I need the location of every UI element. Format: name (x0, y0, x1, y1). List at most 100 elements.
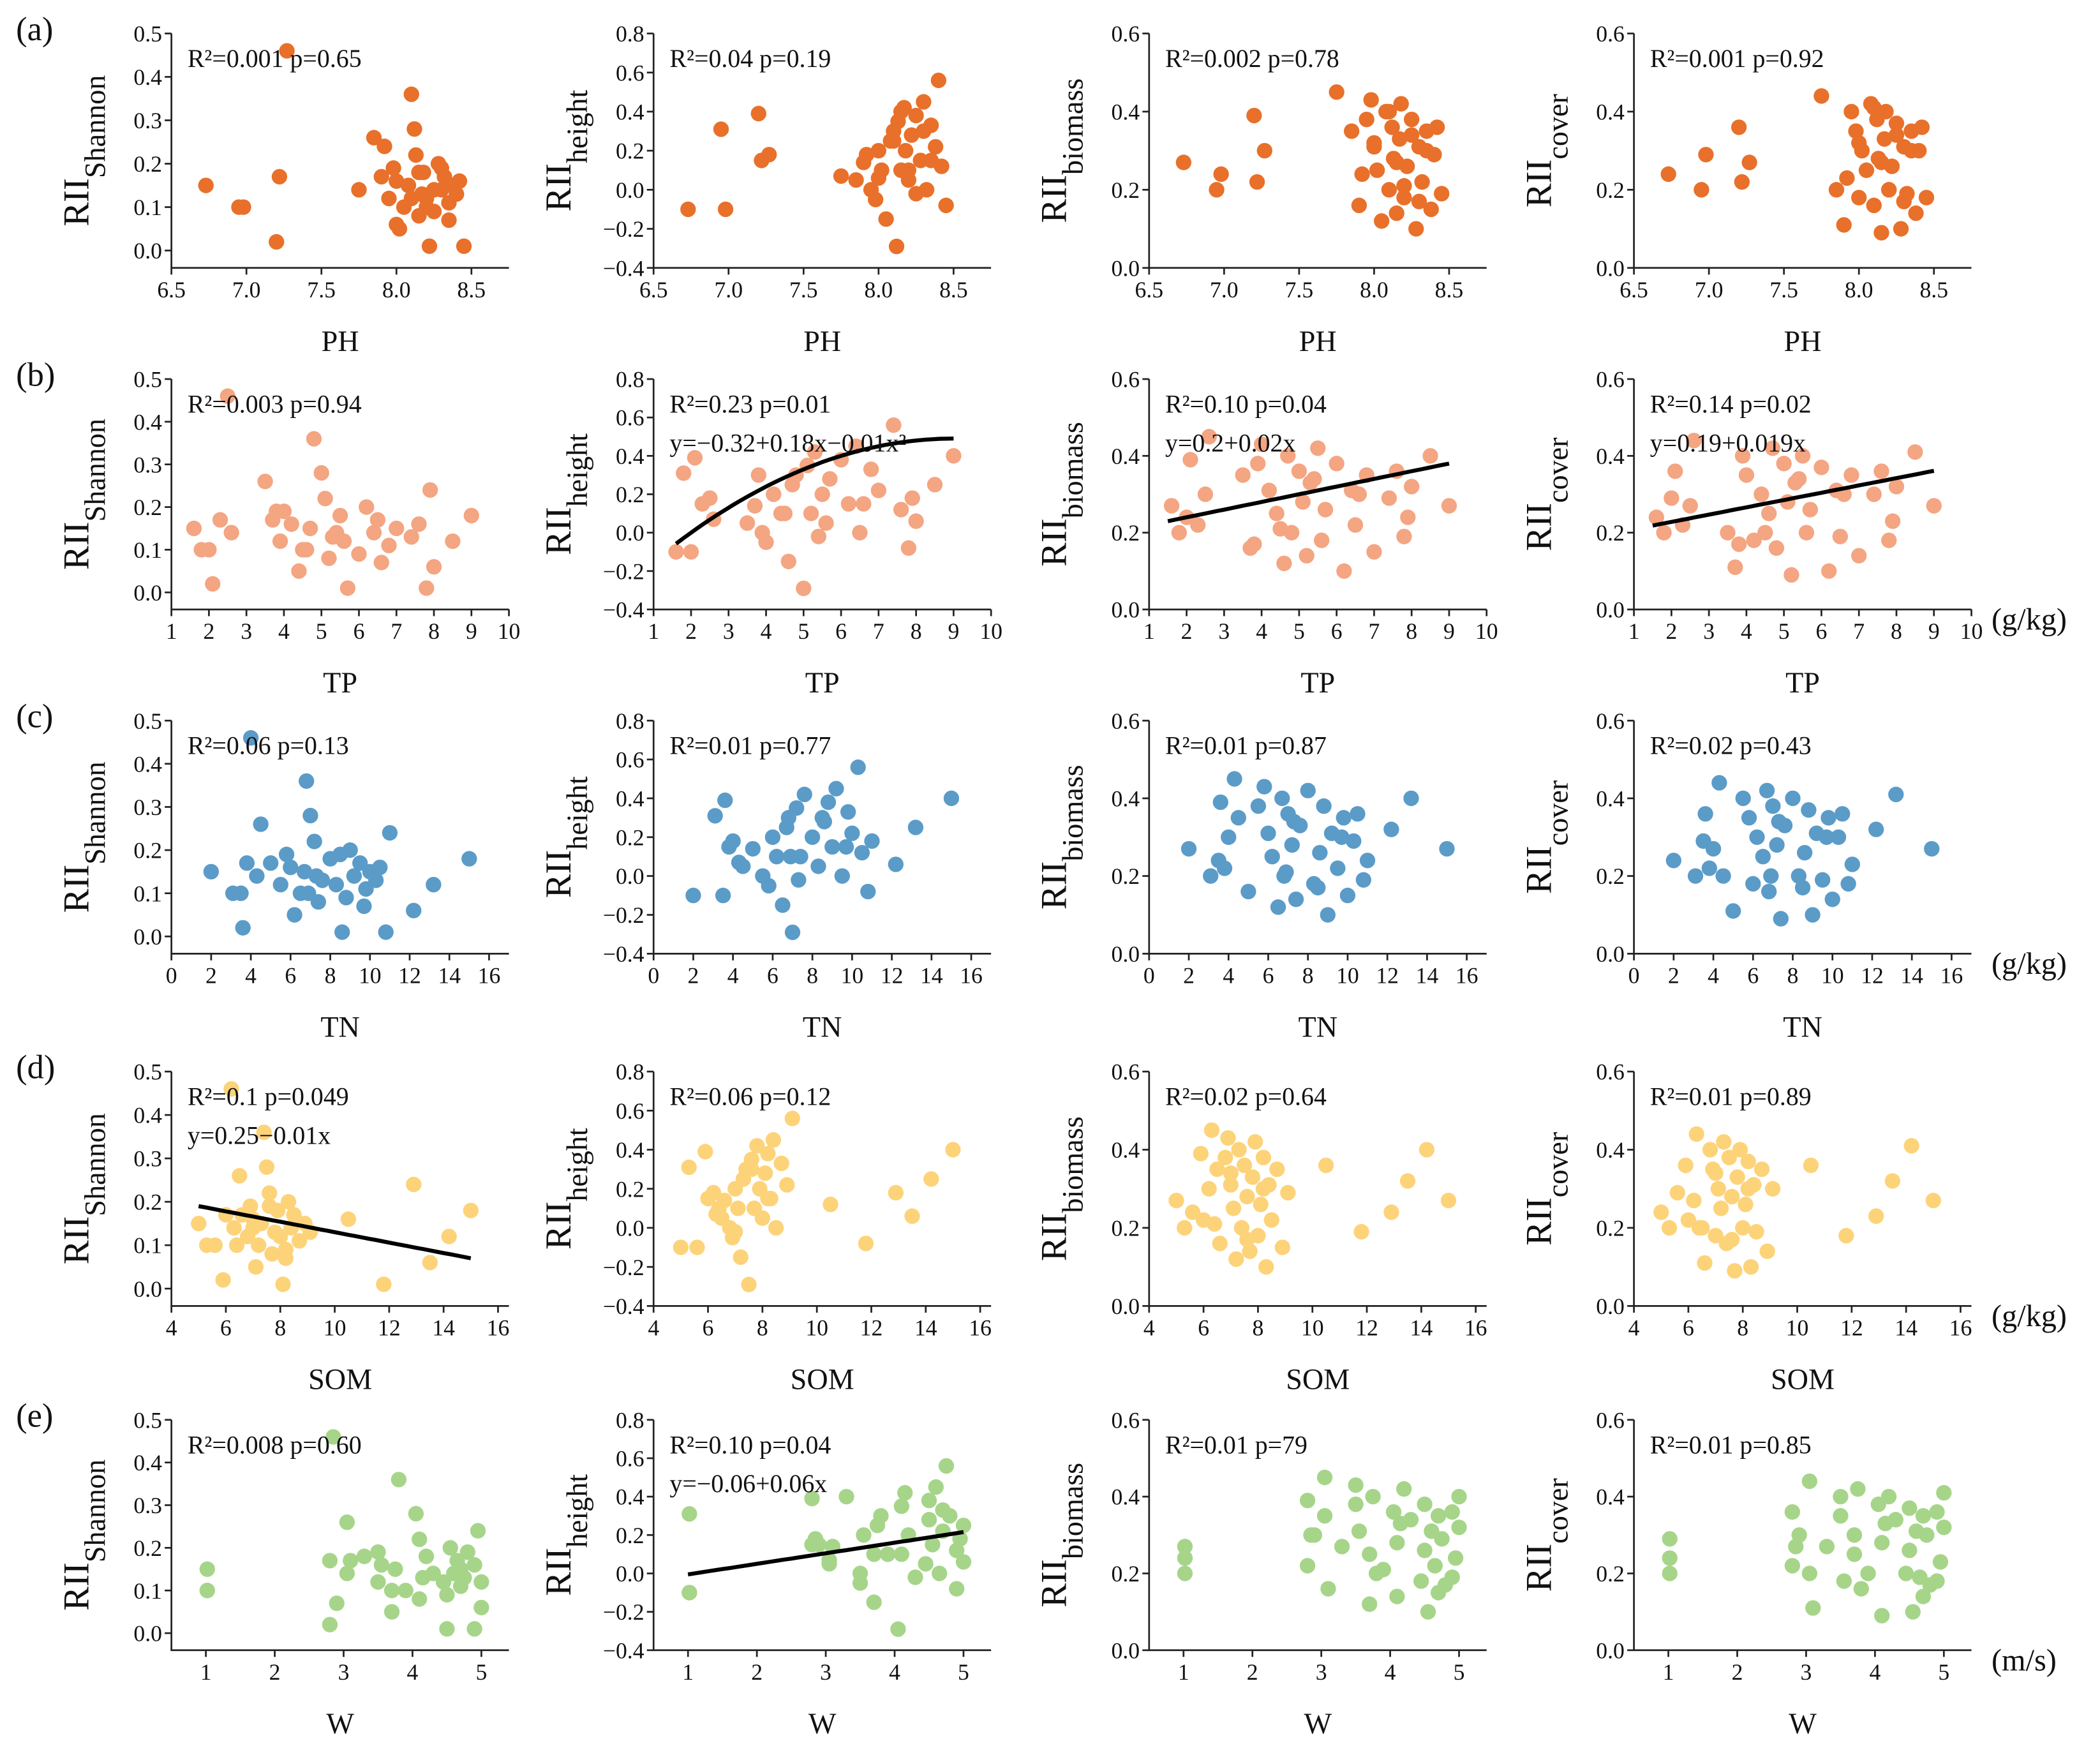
y-label-main: RII (1035, 518, 1075, 567)
data-point (439, 1587, 455, 1603)
data-point (1888, 479, 1905, 495)
data-point (1755, 849, 1771, 865)
x-tick-label: 14 (438, 963, 461, 989)
data-point (1389, 1535, 1405, 1551)
y-tick-label: 0.6 (1596, 708, 1625, 734)
subplot-2-2: 0 2 4 6 8 10 12 14 16 0.0 0.2 0.4 0.6 RIIbiomass TN R²=… (1035, 708, 1487, 1043)
y-label-sub: cover (1541, 1132, 1574, 1198)
data-point (1389, 205, 1404, 221)
data-point (1228, 1251, 1244, 1267)
data-point (1851, 548, 1867, 564)
data-point (1384, 119, 1400, 135)
x-tick-label: 2 (751, 1659, 763, 1685)
data-point (278, 846, 295, 863)
x-tick-label: 10 (1960, 618, 1983, 644)
data-point (886, 417, 902, 433)
data-point (1437, 1577, 1454, 1593)
y-tick-label: 0.2 (133, 151, 162, 177)
y-tick-label: 0.4 (133, 409, 162, 435)
x-tick-label: 7 (391, 618, 402, 644)
data-point (779, 1177, 795, 1193)
data-point (1874, 1608, 1890, 1624)
x-tick-label: 8.5 (1919, 277, 1948, 303)
data-point (296, 863, 313, 880)
data-point (780, 553, 796, 569)
data-point (1833, 1508, 1849, 1524)
data-point (382, 825, 398, 841)
data-point (473, 1599, 489, 1616)
x-tick-label: 2 (205, 963, 217, 989)
data-point (1664, 490, 1679, 506)
data-point (283, 516, 299, 532)
data-point (1423, 201, 1439, 218)
subplot-2-0: 0 2 4 6 8 10 12 14 16 0.0 0.1 0.2 0.3 0.4 0.5 RIIShanno… (57, 708, 509, 1043)
data-point (864, 833, 880, 849)
data-point (1381, 490, 1397, 506)
data-point (1880, 1488, 1897, 1505)
data-point (1771, 814, 1787, 830)
data-point (735, 858, 751, 874)
y-axis-label: RIIcover (1519, 1132, 1574, 1246)
data-point (1299, 1558, 1316, 1574)
data-point (250, 1237, 267, 1253)
data-point (1873, 225, 1889, 241)
y-tick-label: 0.5 (133, 21, 162, 47)
data-point (1216, 860, 1233, 876)
data-point (257, 474, 273, 489)
data-point (1233, 1220, 1250, 1236)
data-point (245, 1220, 261, 1236)
data-point (291, 1233, 308, 1249)
data-point (1177, 1550, 1193, 1566)
data-point (893, 1546, 910, 1562)
data-point (1286, 814, 1302, 830)
data-point (747, 498, 763, 514)
x-tick-label: 7.0 (232, 277, 261, 303)
subplot-4-2: 1 2 3 4 5 0.0 0.2 0.4 0.6 RIIbiomass W R²=0.01 p=79 (1035, 1407, 1487, 1740)
data-point (322, 1617, 338, 1632)
x-tick-label: 0 (1143, 963, 1155, 989)
data-point (1688, 1126, 1704, 1142)
data-point (796, 580, 812, 597)
y-tick-label: 0.2 (1112, 863, 1140, 889)
data-point (456, 238, 472, 254)
x-axis-label: TP (323, 666, 357, 699)
data-point (1824, 891, 1840, 908)
r2-p-annotation: R²=0.008 p=0.60 (188, 1430, 362, 1459)
y-axis-label: RIIcover (1519, 94, 1574, 207)
data-point (287, 907, 302, 923)
panel-label: (d) (16, 1049, 55, 1086)
x-tick-label: 12 (1355, 1315, 1378, 1341)
x-tick-label: 4 (1256, 618, 1267, 644)
subplot-4-0: 1 2 3 4 5 0.0 0.1 0.2 0.3 0.4 0.5 RIIShannon W R²=0.0… (57, 1407, 509, 1740)
data-point (727, 1223, 743, 1240)
data-point (334, 924, 350, 940)
data-point (697, 1144, 713, 1160)
y-label-sub: biomass (1056, 1116, 1089, 1213)
data-point (1381, 182, 1397, 198)
data-point (263, 855, 279, 871)
y-tick-label: −0.4 (603, 1638, 644, 1663)
data-point (890, 1621, 906, 1637)
data-point (329, 525, 345, 541)
data-point (199, 1561, 215, 1577)
x-tick-label: 10 (841, 963, 864, 989)
data-point (411, 164, 427, 181)
data-point (1754, 486, 1769, 502)
data-point (838, 1488, 854, 1505)
y-label-main: RII (539, 507, 579, 555)
data-point (1203, 1122, 1220, 1139)
data-point (955, 1518, 972, 1534)
x-tick-label: 10 (979, 618, 1002, 644)
data-point (1366, 135, 1382, 151)
data-point (927, 477, 943, 493)
x-tick-label: 1 (1663, 1659, 1674, 1685)
data-point (1844, 856, 1861, 872)
data-point (840, 804, 856, 820)
y-tick-label: 0.4 (616, 1484, 644, 1510)
data-point (1396, 1481, 1412, 1497)
data-point (1732, 1142, 1748, 1158)
data-point (262, 1198, 278, 1214)
data-point (1898, 1565, 1914, 1581)
data-point (803, 505, 819, 521)
data-point (921, 1512, 937, 1528)
